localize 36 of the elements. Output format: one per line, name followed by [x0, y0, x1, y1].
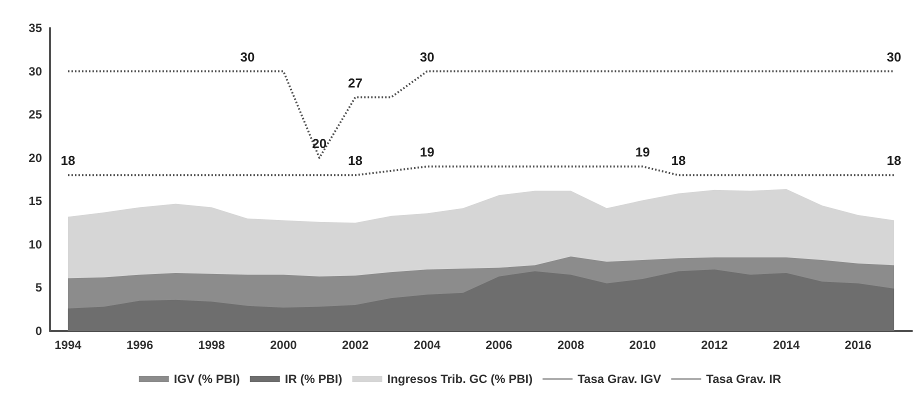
data-label: 20 — [312, 136, 327, 151]
y-tick-label: 0 — [35, 324, 42, 338]
y-tick-label: 20 — [28, 150, 42, 165]
legend-label: Tasa Grav. IGV — [578, 372, 662, 386]
data-label: 18 — [671, 153, 686, 168]
legend-label: Ingresos Trib. GC (% PBI) — [387, 372, 533, 386]
x-tick-label: 2000 — [270, 338, 298, 352]
y-tick-label: 10 — [28, 237, 42, 252]
legend-label: Tasa Grav. IR — [706, 372, 782, 386]
legend-label: IR (% PBI) — [284, 372, 342, 386]
data-label: 18 — [348, 153, 363, 168]
data-label: 30 — [420, 49, 434, 64]
y-tick-label: 15 — [28, 194, 42, 208]
y-tick-label: 30 — [28, 64, 42, 78]
x-tick-label: 1996 — [126, 338, 154, 352]
data-label: 19 — [420, 144, 434, 160]
x-tick-label: 2004 — [414, 338, 441, 352]
x-tick-label: 1994 — [54, 338, 82, 352]
x-tick-label: 2002 — [342, 338, 369, 352]
data-label: 30 — [240, 49, 255, 64]
x-tick-label: 2008 — [557, 338, 584, 352]
data-label: 30 — [886, 49, 902, 64]
x-tick-label: 2016 — [844, 338, 872, 352]
data-label: 27 — [348, 75, 363, 90]
x-tick-label: 2014 — [772, 338, 800, 352]
y-tick-label: 25 — [28, 108, 42, 122]
data-label: 18 — [60, 153, 76, 168]
legend-label: IGV (% PBI) — [174, 372, 240, 386]
data-label: 19 — [635, 144, 650, 160]
x-tick-label: 2006 — [486, 338, 513, 352]
x-tick-label: 2012 — [701, 338, 728, 352]
y-tick-label: 5 — [35, 280, 42, 295]
x-tick-label: 2010 — [629, 338, 656, 352]
x-tick-label: 1998 — [198, 338, 226, 352]
data-label: 18 — [886, 153, 902, 168]
y-tick-label: 35 — [28, 21, 42, 35]
